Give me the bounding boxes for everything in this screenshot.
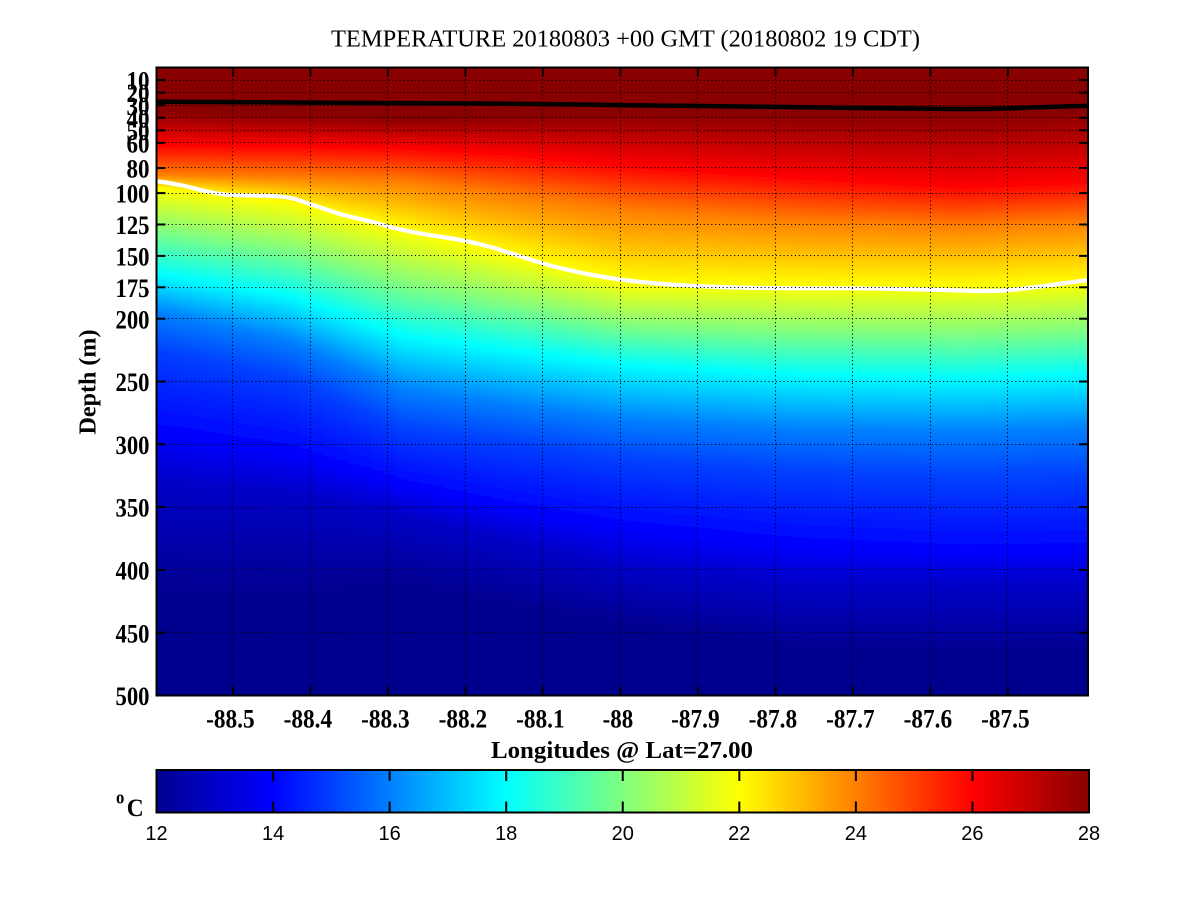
svg-text:300: 300 [116, 431, 150, 460]
svg-text:o: o [116, 787, 124, 808]
svg-text:C: C [127, 794, 144, 822]
svg-text:12: 12 [145, 823, 167, 845]
svg-text:-87.9: -87.9 [671, 705, 720, 734]
svg-text:-88.5: -88.5 [206, 705, 255, 734]
svg-text:Depth (m): Depth (m) [76, 330, 102, 435]
svg-text:-87.7: -87.7 [826, 705, 875, 734]
svg-text:24: 24 [845, 823, 867, 845]
svg-text:-87.6: -87.6 [904, 705, 953, 734]
svg-text:350: 350 [116, 494, 150, 523]
svg-text:20: 20 [127, 79, 150, 108]
svg-text:28: 28 [1078, 823, 1100, 845]
svg-text:100: 100 [116, 180, 150, 209]
svg-text:50: 50 [127, 117, 150, 146]
svg-text:175: 175 [116, 274, 150, 303]
svg-text:450: 450 [116, 619, 150, 648]
svg-text:400: 400 [116, 557, 150, 586]
svg-text:10: 10 [127, 67, 150, 96]
svg-text:18: 18 [495, 823, 517, 845]
svg-text:-87.8: -87.8 [749, 705, 798, 734]
svg-text:200: 200 [116, 305, 150, 334]
svg-text:-88.3: -88.3 [361, 705, 410, 734]
svg-text:14: 14 [262, 823, 284, 845]
svg-text:-88.1: -88.1 [516, 705, 565, 734]
svg-text:80: 80 [127, 155, 150, 184]
svg-text:500: 500 [116, 682, 150, 711]
svg-text:20: 20 [612, 823, 634, 845]
svg-text:60: 60 [127, 130, 150, 159]
svg-text:40: 40 [127, 104, 150, 133]
svg-text:125: 125 [116, 211, 150, 240]
svg-text:22: 22 [728, 823, 750, 845]
svg-text:150: 150 [116, 243, 150, 272]
svg-text:30: 30 [127, 92, 150, 121]
svg-text:TEMPERATURE 20180803 +00 GMT (: TEMPERATURE 20180803 +00 GMT (20180802 1… [331, 26, 920, 53]
svg-text:Longitudes @ Lat=27.00: Longitudes @ Lat=27.00 [491, 738, 753, 764]
svg-text:250: 250 [116, 368, 150, 397]
svg-text:-87.5: -87.5 [981, 705, 1030, 734]
svg-text:-88.2: -88.2 [439, 705, 488, 734]
svg-text:-88.4: -88.4 [284, 705, 333, 734]
svg-text:26: 26 [961, 823, 983, 845]
svg-text:-88: -88 [603, 705, 634, 734]
svg-text:16: 16 [378, 823, 400, 845]
